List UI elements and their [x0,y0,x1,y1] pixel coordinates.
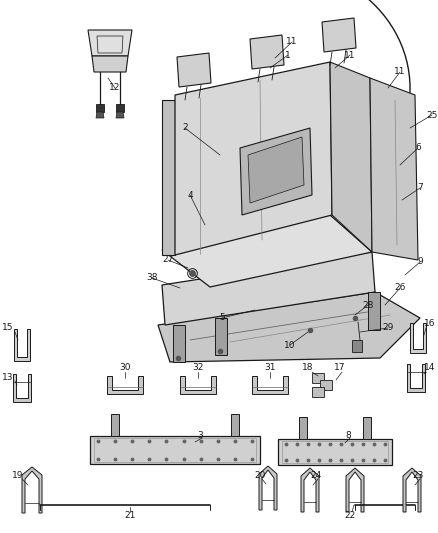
Polygon shape [370,78,418,260]
Polygon shape [92,56,128,72]
Polygon shape [322,18,356,52]
Text: 11: 11 [394,68,406,77]
Polygon shape [215,318,227,355]
Text: 14: 14 [424,364,436,373]
Text: 22: 22 [344,511,356,520]
Polygon shape [96,112,104,118]
Polygon shape [116,112,124,118]
Polygon shape [248,137,304,203]
Polygon shape [88,30,132,56]
Polygon shape [175,62,332,255]
Polygon shape [363,417,371,439]
Polygon shape [301,468,319,512]
Text: 12: 12 [110,84,121,93]
Polygon shape [173,325,185,362]
Polygon shape [96,104,104,112]
Polygon shape [312,387,324,397]
Polygon shape [13,374,31,402]
Text: 25: 25 [426,110,438,119]
Polygon shape [346,468,364,512]
Polygon shape [312,373,324,383]
Polygon shape [162,215,372,287]
Text: 38: 38 [146,273,158,282]
Text: 6: 6 [415,143,421,152]
Text: 4: 4 [187,190,193,199]
Polygon shape [403,468,421,512]
Polygon shape [252,376,288,394]
Polygon shape [250,35,284,69]
Text: 8: 8 [345,431,351,440]
Polygon shape [259,466,277,510]
Text: 18: 18 [302,364,314,373]
Polygon shape [299,417,307,439]
Text: 26: 26 [394,284,406,293]
Polygon shape [410,323,426,353]
Polygon shape [162,252,375,325]
Text: 7: 7 [417,183,423,192]
Text: 11: 11 [286,37,298,46]
Text: 27: 27 [162,255,174,264]
Text: 16: 16 [424,319,436,328]
Text: 11: 11 [344,51,356,60]
Text: 21: 21 [124,511,136,520]
Text: 1: 1 [285,51,291,60]
Text: 30: 30 [119,364,131,373]
Text: 2: 2 [182,124,188,133]
Polygon shape [14,329,30,361]
Text: 13: 13 [2,374,14,383]
Polygon shape [330,62,372,252]
Polygon shape [22,467,42,513]
Text: 23: 23 [412,472,424,481]
Polygon shape [320,380,332,390]
Text: 29: 29 [382,324,394,333]
Text: 32: 32 [192,364,204,373]
Polygon shape [352,340,362,352]
Text: 3: 3 [197,431,203,440]
Polygon shape [162,100,175,255]
Text: 9: 9 [417,257,423,266]
Polygon shape [180,376,216,394]
Text: 10: 10 [284,341,296,350]
Polygon shape [90,436,260,464]
Text: 19: 19 [12,471,24,480]
Text: 5: 5 [219,313,225,322]
Polygon shape [158,292,420,362]
Text: 17: 17 [334,364,346,373]
Polygon shape [278,439,392,465]
Text: 24: 24 [311,472,321,481]
Polygon shape [116,104,124,112]
Text: 20: 20 [254,471,266,480]
Text: 15: 15 [2,324,14,333]
Polygon shape [231,414,239,436]
Polygon shape [177,53,211,87]
Polygon shape [107,376,143,394]
Text: 28: 28 [362,301,374,310]
Text: 31: 31 [264,364,276,373]
Polygon shape [407,364,425,392]
Polygon shape [368,292,380,330]
Polygon shape [111,414,119,436]
Polygon shape [240,128,312,215]
